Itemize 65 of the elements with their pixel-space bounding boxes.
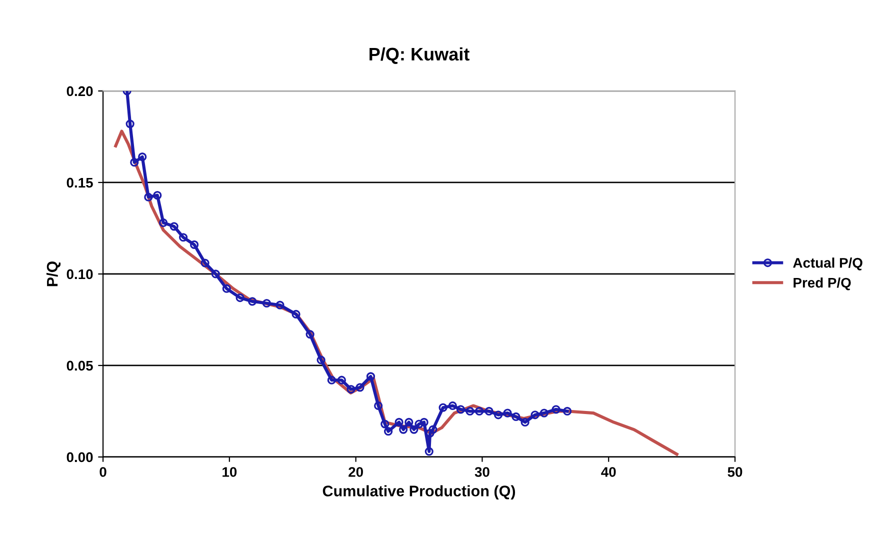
point	[512, 412, 520, 422]
point	[337, 376, 346, 384]
point	[248, 297, 257, 306]
point	[276, 300, 284, 310]
point	[190, 240, 199, 250]
point	[126, 120, 134, 128]
point	[475, 406, 484, 416]
point	[404, 418, 414, 427]
point	[414, 420, 424, 428]
point	[144, 192, 153, 202]
y-tick-label: 0.05	[66, 360, 93, 371]
point	[420, 418, 428, 427]
point	[159, 218, 168, 228]
y-tick-label: 0.10	[66, 269, 93, 280]
point	[503, 408, 512, 418]
point	[456, 405, 466, 414]
point	[520, 418, 530, 427]
x-tick-label: 30	[474, 467, 490, 477]
point	[540, 408, 548, 418]
point	[394, 418, 404, 427]
point	[130, 158, 139, 167]
x-tick-label: 10	[222, 467, 237, 477]
y-axis-title: P/Q	[46, 261, 61, 286]
y-tick-label: 0.15	[66, 178, 93, 188]
point	[138, 152, 147, 162]
point	[356, 383, 364, 392]
point	[316, 356, 326, 364]
point	[466, 406, 474, 416]
point	[306, 330, 314, 339]
point	[484, 406, 494, 416]
x-tick-label: 20	[348, 467, 363, 477]
point	[236, 293, 244, 302]
point	[562, 406, 572, 416]
y-tick-label: 0.00	[66, 452, 93, 462]
point	[327, 376, 336, 384]
point	[410, 425, 418, 434]
point	[494, 410, 503, 420]
y-tick-label: 0.20	[66, 86, 93, 96]
point	[346, 384, 356, 394]
point	[374, 401, 383, 410]
point	[153, 190, 162, 200]
point	[384, 427, 393, 436]
point	[530, 410, 540, 420]
point	[178, 233, 188, 242]
legend-label: Pred P/Q	[794, 277, 851, 290]
point	[366, 372, 376, 381]
point	[222, 284, 231, 293]
point	[552, 405, 560, 414]
point	[170, 222, 178, 231]
point	[211, 270, 220, 278]
point	[262, 298, 272, 308]
point	[380, 420, 390, 428]
point	[438, 403, 448, 412]
x-axis-title: Cumulative Production (Q)	[322, 485, 516, 500]
point	[200, 258, 210, 268]
point	[448, 401, 457, 410]
x-tick-label: 50	[728, 467, 742, 477]
point	[424, 447, 434, 456]
x-tick-label: 0	[100, 467, 106, 477]
point	[399, 425, 408, 434]
point	[292, 310, 300, 319]
chart-title: P/Q: Kuwait	[370, 47, 470, 64]
x-tick-label: 40	[601, 467, 616, 477]
point	[428, 425, 438, 434]
legend-label: Actual P/Q	[793, 258, 862, 270]
